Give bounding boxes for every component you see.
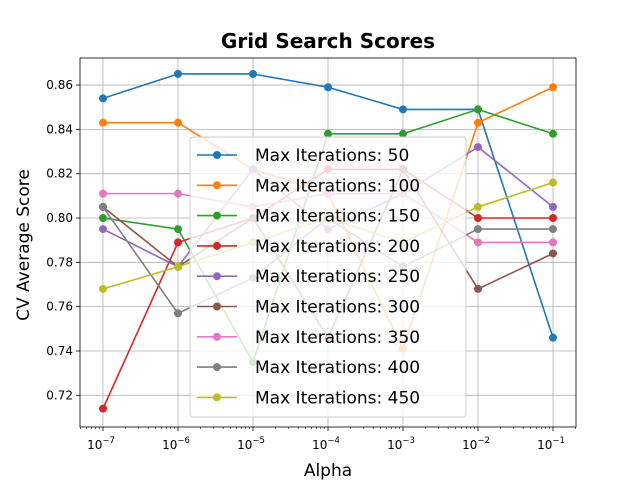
legend-label: Max Iterations: 50 — [255, 146, 409, 166]
legend-label: Max Iterations: 350 — [255, 328, 420, 348]
x-axis-label: Alpha — [304, 461, 352, 480]
data-point — [174, 262, 182, 271]
data-point — [174, 225, 182, 234]
y-axis-ticks: 0.72 0.74 0.76 0.78 0.80 0.82 0.84 0.86 — [46, 78, 80, 402]
data-point — [174, 238, 182, 247]
chart-title: Grid Search Scores — [221, 29, 435, 53]
legend-swatch-marker — [213, 363, 221, 372]
x-tick-label: 10−1 — [537, 436, 565, 452]
legend-item: Max Iterations: 450 — [197, 388, 420, 408]
y-tick-label: 0.82 — [46, 167, 73, 181]
y-tick-label: 0.86 — [46, 78, 73, 92]
data-point — [399, 129, 407, 138]
data-point — [549, 225, 557, 234]
legend-label: Max Iterations: 250 — [255, 267, 420, 287]
data-point — [174, 69, 182, 78]
data-point — [99, 284, 107, 293]
legend-label: Max Iterations: 400 — [255, 358, 420, 378]
x-tick-label: 10−4 — [312, 436, 340, 452]
data-point — [99, 404, 107, 413]
y-tick-label: 0.80 — [46, 211, 73, 225]
data-point — [474, 118, 482, 127]
data-point — [549, 178, 557, 187]
y-tick-label: 0.76 — [46, 300, 73, 314]
legend-label: Max Iterations: 100 — [255, 176, 420, 196]
x-tick-label: 10−3 — [387, 436, 415, 452]
legend: Max Iterations: 50 Max Iterations: 100 Max… — [189, 136, 467, 418]
x-tick-label: 10−6 — [162, 436, 190, 452]
legend-item: Max Iterations: 100 — [197, 176, 420, 196]
data-point — [324, 83, 332, 92]
legend-swatch-marker — [213, 211, 221, 220]
legend-item: Max Iterations: 50 — [197, 146, 409, 166]
legend-item: Max Iterations: 350 — [197, 328, 420, 348]
data-point — [324, 129, 332, 138]
data-point — [99, 202, 107, 211]
data-point — [549, 333, 557, 342]
legend-label: Max Iterations: 300 — [255, 298, 420, 318]
x-tick-label: 10−2 — [462, 436, 490, 452]
legend-label: Max Iterations: 200 — [255, 237, 420, 257]
legend-swatch-marker — [213, 332, 221, 341]
data-point — [474, 105, 482, 114]
data-point — [174, 189, 182, 198]
data-point — [474, 238, 482, 247]
data-point — [549, 202, 557, 211]
x-tick-label: 10−5 — [237, 436, 265, 452]
legend-box — [189, 136, 467, 418]
data-point — [474, 284, 482, 293]
y-tick-label: 0.84 — [46, 122, 73, 136]
y-tick-label: 0.74 — [46, 344, 73, 358]
legend-swatch-marker — [213, 181, 221, 190]
x-axis-ticks: 10−7 10−6 10−5 10−4 10−3 10−2 10−1 — [80, 427, 576, 452]
legend-item: Max Iterations: 300 — [197, 298, 420, 318]
legend-swatch-marker — [213, 241, 221, 250]
legend-swatch-marker — [213, 151, 221, 159]
data-point — [99, 94, 107, 103]
data-point — [549, 238, 557, 247]
legend-item: Max Iterations: 150 — [197, 207, 420, 227]
legend-item: Max Iterations: 200 — [197, 237, 420, 257]
legend-label: Max Iterations: 450 — [255, 388, 420, 408]
data-point — [474, 214, 482, 223]
data-point — [99, 214, 107, 223]
data-point — [474, 202, 482, 211]
data-point — [174, 309, 182, 318]
data-point — [99, 225, 107, 234]
legend-label: Max Iterations: 150 — [255, 207, 420, 227]
data-point — [399, 105, 407, 114]
data-point — [249, 69, 257, 78]
data-point — [549, 83, 557, 92]
y-axis-label: CV Average Score — [14, 169, 34, 321]
legend-swatch-marker — [213, 302, 221, 311]
legend-swatch-marker — [213, 272, 221, 281]
data-point — [549, 249, 557, 258]
data-point — [549, 214, 557, 223]
legend-swatch-marker — [213, 393, 221, 402]
data-point — [549, 129, 557, 138]
legend-item: Max Iterations: 250 — [197, 267, 420, 287]
legend-item: Max Iterations: 400 — [197, 358, 420, 378]
data-point — [99, 189, 107, 198]
data-point — [474, 225, 482, 234]
data-point — [174, 118, 182, 127]
data-point — [99, 118, 107, 127]
data-point — [474, 143, 482, 152]
y-tick-label: 0.72 — [46, 388, 73, 402]
y-tick-label: 0.78 — [46, 255, 73, 269]
x-tick-label: 10−7 — [87, 436, 115, 452]
